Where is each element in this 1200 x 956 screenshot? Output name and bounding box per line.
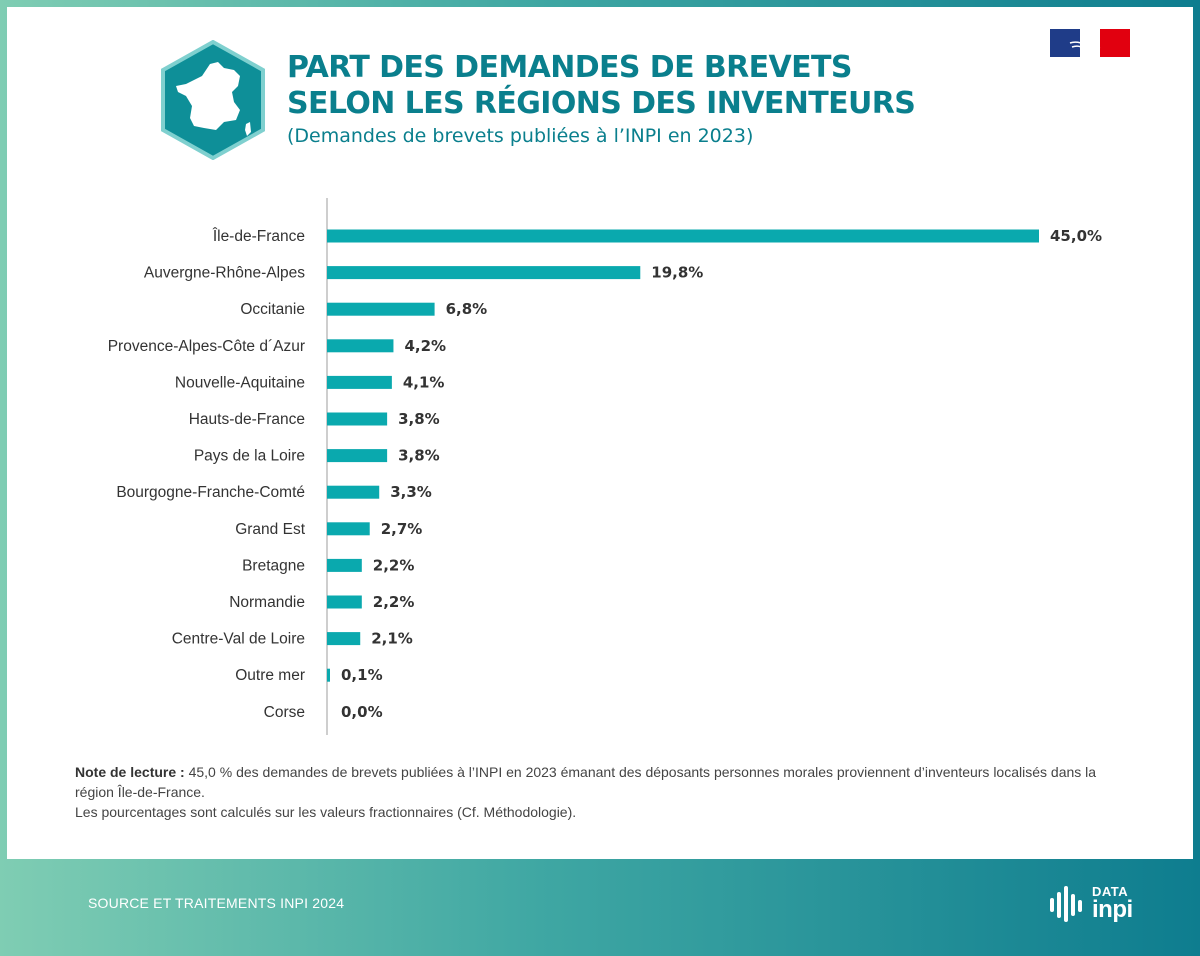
category-label: Bourgogne-Franche-Comté [116, 484, 305, 501]
data-label: 3,8% [398, 447, 440, 465]
category-label: Outre mer [235, 667, 305, 684]
title-line-2: SELON LES RÉGIONS DES INVENTEURS [287, 86, 916, 121]
data-label: 4,2% [404, 337, 446, 355]
bar [327, 412, 388, 426]
data-label: 2,7% [381, 520, 423, 538]
reading-note-label: Note de lecture : [75, 764, 185, 780]
data-label: 4,1% [403, 373, 445, 391]
category-label: Provence-Alpes-Côte d´Azur [108, 338, 305, 355]
bar [327, 668, 330, 682]
category-label: Île-de-France [212, 228, 305, 245]
bar [327, 339, 394, 353]
data-label: 2,1% [371, 630, 413, 648]
category-label: Centre-Val de Loire [172, 631, 305, 648]
reading-note: Note de lecture : 45,0 % des demandes de… [75, 762, 1135, 822]
logo-inpi-text: inpi [1092, 896, 1133, 923]
bar [327, 522, 370, 536]
category-label: Nouvelle-Aquitaine [175, 374, 305, 391]
bar [327, 632, 361, 646]
bar [327, 375, 392, 389]
bar [327, 266, 641, 280]
data-label: 3,8% [398, 410, 440, 428]
source-text: SOURCE ET TRAITEMENTS INPI 2024 [88, 895, 345, 911]
reading-note-paragraph: Note de lecture : 45,0 % des demandes de… [75, 762, 1135, 802]
category-label: Bretagne [242, 557, 305, 574]
data-label: 2,2% [373, 593, 415, 611]
title-line-1: PART DES DEMANDES DE BREVETS [287, 50, 852, 85]
republique-francaise-logo-icon [1050, 29, 1130, 57]
category-label: Auvergne-Rhône-Alpes [144, 265, 305, 282]
data-inpi-logo: DATA inpi [1048, 884, 1140, 928]
data-label: 2,2% [373, 556, 415, 574]
category-label: Pays de la Loire [194, 448, 305, 465]
category-label: Hauts-de-France [189, 411, 305, 428]
chart-title: PART DES DEMANDES DE BREVETS SELON LES R… [287, 50, 916, 122]
bar [327, 302, 435, 316]
data-label: 45,0% [1050, 227, 1102, 245]
sound-bars-icon [1050, 886, 1082, 922]
bar-chart: Île-de-France 45,0% Auvergne-Rhône-Alpes 19… [108, 198, 1102, 735]
france-map-hexagon-icon [161, 40, 265, 160]
reading-note-text: 45,0 % des demandes de brevets publiées … [75, 764, 1097, 800]
chart-subtitle: (Demandes de brevets publiées à l’INPI e… [287, 125, 754, 147]
data-label: 19,8% [651, 264, 703, 282]
logo-data-text: DATA [1092, 884, 1129, 899]
data-label: 3,3% [390, 483, 432, 501]
bar [327, 595, 362, 609]
methodology-note: Les pourcentages sont calculés sur les v… [75, 804, 577, 820]
category-label: Corse [264, 704, 305, 721]
bar [327, 229, 1039, 243]
category-label: Normandie [229, 594, 305, 611]
data-label: 0,1% [341, 666, 383, 684]
bar [327, 558, 362, 572]
data-label: 6,8% [446, 300, 488, 318]
bar [327, 449, 388, 463]
category-label: Grand Est [235, 521, 305, 538]
bar [327, 485, 380, 499]
data-label: 0,0% [341, 703, 383, 721]
category-label: Occitanie [240, 301, 305, 318]
